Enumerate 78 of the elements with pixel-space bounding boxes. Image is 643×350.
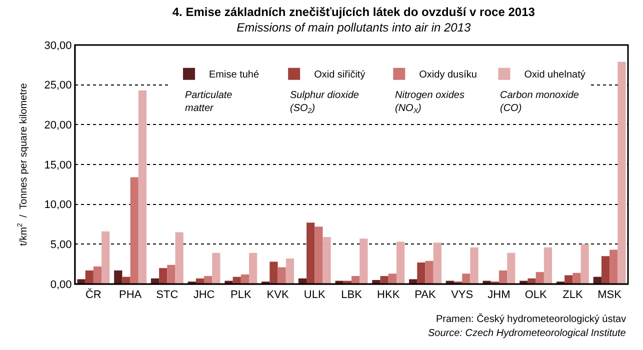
bar (360, 238, 368, 284)
bar (85, 270, 94, 284)
bar (212, 252, 220, 284)
bar (470, 247, 478, 284)
x-tick-label: VYS (451, 289, 474, 302)
bar (372, 280, 380, 284)
x-tick-label: ULK (304, 289, 326, 302)
annotation: Sulphur dioxide (SO$_{2}$) (290, 90, 360, 116)
annotation: Carbon monoxide (CO) (500, 90, 580, 114)
source-note: Source: Czech Hydrometeorological Institute (428, 328, 626, 339)
bar (278, 267, 286, 284)
bar (167, 264, 176, 284)
legend-label: Oxid uhelnatý (524, 70, 586, 81)
text: Pramen: Český hydrometeorologický ústav (436, 313, 626, 325)
bar (572, 272, 581, 284)
bar (601, 256, 610, 284)
x-tick-label: LBK (341, 289, 363, 302)
chart-subtitle: Emissions of main pollutants into air in 2013 (236, 20, 472, 34)
bar (114, 270, 122, 284)
bar (306, 222, 315, 284)
bar (130, 177, 138, 284)
bar (417, 262, 426, 284)
bar (352, 276, 360, 284)
bar (425, 260, 434, 284)
x-tick-label: PLK (230, 289, 252, 302)
x-tick-label: PHA (118, 289, 142, 302)
x-tick-label: JHC (193, 289, 215, 302)
x-tick-label: STC (156, 289, 178, 302)
bar (544, 247, 552, 284)
bar (580, 244, 589, 284)
y-tick-label: 5,00 (50, 239, 72, 252)
bar (77, 279, 86, 284)
bar (122, 276, 130, 284)
bar (322, 237, 331, 284)
bar (498, 270, 508, 284)
chart-title: 4. Emise základních znečišťujících látek do ovzduší v roce 2013 (172, 4, 536, 19)
bar (409, 279, 418, 284)
legend-label: Oxid siřičitý (314, 70, 366, 81)
bar (507, 252, 516, 284)
y-tick-label: 15,00 (44, 159, 72, 172)
bar (380, 276, 388, 284)
bar (204, 276, 212, 284)
bar (564, 275, 573, 284)
x-tick-label: ZLK (562, 289, 584, 302)
x-tick-label: JHM (488, 289, 510, 302)
x-tick-label: KVK (266, 289, 290, 302)
legend-label: Oxidy dusíku (419, 70, 477, 81)
bar (396, 242, 405, 284)
bar (433, 242, 442, 284)
bar (610, 250, 618, 284)
y-tick-label: 25,00 (44, 80, 72, 92)
legend-label: Emise tuhé (209, 70, 260, 81)
bar (249, 252, 258, 284)
bar (270, 262, 278, 284)
y-tick-label: 20,00 (44, 120, 72, 132)
y-tick-label: 0,00 (50, 278, 72, 291)
y-tick-label: 10,00 (44, 199, 72, 212)
bar (462, 274, 470, 284)
annotation: Nitrogen oxides (NO$_{X}$) (395, 90, 464, 116)
bar (528, 278, 536, 284)
x-tick-label: MSK (598, 289, 622, 302)
annotation: Particulate matter (185, 90, 233, 114)
bar (93, 266, 102, 284)
bar (536, 272, 544, 284)
bar (138, 90, 147, 284)
bar (240, 274, 250, 284)
x-tick-label: ČR (85, 288, 102, 302)
x-tick-label: HKK (377, 289, 400, 302)
bar (618, 62, 626, 284)
y-tick-label: 30,00 (44, 40, 72, 52)
bar (286, 258, 294, 284)
bar (388, 274, 396, 284)
bar (175, 232, 184, 284)
bar (314, 226, 323, 284)
bar (159, 268, 168, 284)
bar (102, 231, 110, 284)
x-tick-label: OLK (524, 289, 548, 302)
x-tick-label: PAK (414, 289, 436, 302)
